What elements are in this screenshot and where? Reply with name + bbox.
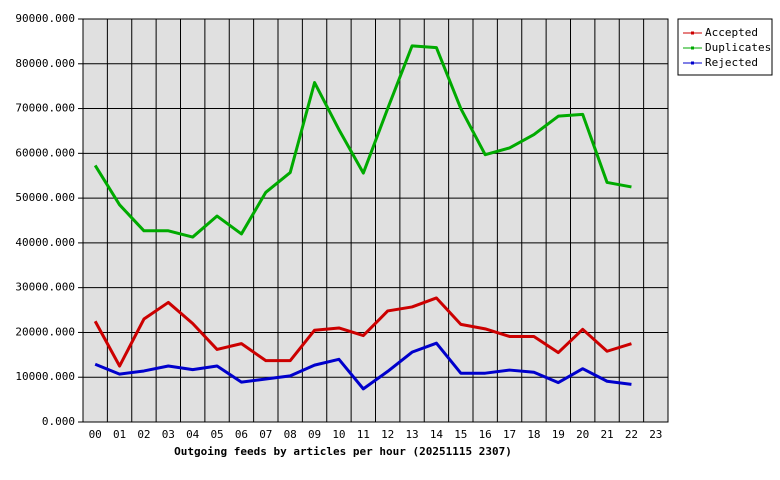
x-tick-label: 17 [503,428,516,441]
x-tick-label: 07 [259,428,272,441]
y-tick-label: 60000.000 [15,146,75,159]
x-tick-label: 21 [600,428,613,441]
x-tick-label: 13 [405,428,418,441]
legend-marker [691,61,694,65]
plot-border [82,18,669,423]
legend-label: Accepted [705,26,758,39]
y-tick-label: 90000.000 [15,12,75,25]
x-tick-label: 01 [113,428,126,441]
legend-marker [691,31,694,35]
x-tick-label: 12 [381,428,394,441]
x-tick-label: 14 [430,428,444,441]
y-tick-label: 80000.000 [15,57,75,70]
x-tick-label: 03 [162,428,175,441]
x-tick-label: 10 [332,428,345,441]
x-tick-label: 23 [649,428,662,441]
x-tick-label: 18 [527,428,540,441]
y-tick-label: 0.000 [42,415,75,428]
x-tick-label: 08 [284,428,297,441]
x-tick-label: 00 [89,428,102,441]
x-tick-label: 09 [308,428,321,441]
x-tick-label: 05 [210,428,223,441]
legend-marker [691,46,694,50]
series-line [94,341,632,391]
x-tick-label: 02 [137,428,150,441]
x-tick-label: 19 [552,428,565,441]
x-tick-label: 22 [625,428,638,441]
series-line [93,296,632,368]
y-tick-label: 20000.000 [15,325,75,338]
x-tick-label: 06 [235,428,248,441]
legend-label: Duplicates [705,41,771,54]
chart-title: Outgoing feeds by articles per hour (202… [174,445,512,458]
x-tick-label: 16 [479,428,492,441]
x-tick-label: 15 [454,428,467,441]
series-line [93,44,632,239]
x-tick-label: 04 [186,428,200,441]
x-tick-label: 20 [576,428,589,441]
y-tick-label: 70000.000 [15,102,75,115]
x-tick-label: 11 [357,428,370,441]
legend-label: Rejected [705,56,758,69]
y-tick-label: 50000.000 [15,191,75,204]
y-tick-label: 40000.000 [15,236,75,249]
y-tick-label: 30000.000 [15,281,75,294]
y-tick-label: 10000.000 [15,370,75,383]
